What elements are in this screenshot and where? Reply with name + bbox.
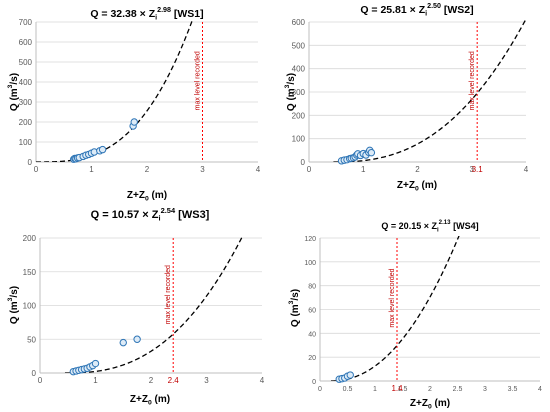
y-tick-label: 200 [19,118,33,127]
data-point [119,338,127,347]
max-level-label: max level recorded [469,51,476,110]
x-axis-label: Z+Z0 (m) [130,394,170,407]
x-tick-label: 4 [260,376,265,385]
fitted-curve [330,236,460,381]
x-tick-label: 2 [145,165,150,174]
data-point [130,118,138,126]
y-tick-label: 50 [27,335,36,344]
data-point [367,148,376,157]
x-tick-label: 4 [256,165,261,174]
chart-title: Q = 10.57 × Zi2.54 [WS3] [91,206,210,223]
y-tick-label: 400 [292,65,306,74]
data-point [98,145,107,154]
data-point [133,335,141,343]
x-tick-label: 0 [34,165,39,174]
y-tick-label: 0 [301,158,306,167]
max-level-value-label: 2.4 [168,376,180,385]
y-tick-label: 100 [292,135,306,144]
x-tick-label: 1.5 [398,386,408,393]
y-tick-label: 40 [308,331,316,338]
y-tick-label: 60 [308,308,316,315]
x-tick-label: 2 [428,386,432,393]
x-tick-label: 4 [538,386,542,393]
y-axis-label: Q (m3/s) [288,289,301,327]
data-point [346,371,354,379]
y-tick-label: 100 [304,260,316,267]
fitted-curve [36,20,194,162]
y-tick-label: 0 [28,158,33,167]
y-tick-label: 500 [292,41,306,50]
chart-title: Q = 32.38 × Zi2.98 [WS1] [90,6,203,22]
y-tick-label: 100 [19,138,33,147]
x-tick-label: 3 [200,165,205,174]
y-axis-label: Q (m3/s) [284,73,297,111]
y-tick-label: 500 [19,58,33,67]
chart-panel-ws3: 0 1 2 3 4 0 50 100 150 200 Q = 10.57 × Zi2.54 [WS3… [7,206,265,407]
x-axis-label: Z+Z0 (m) [127,190,167,203]
max-level-label: max level recorded [165,265,172,324]
x-tick-label: 0 [318,386,322,393]
x-tick-label: 2.5 [453,386,463,393]
max-level-value-label: 3.1 [472,165,484,174]
x-tick-label: 4 [524,165,529,174]
x-tick-label: 0 [307,165,312,174]
y-tick-label: 300 [19,98,33,107]
x-tick-label: 3 [483,386,487,393]
y-tick-label: 700 [19,18,33,27]
y-tick-label: 200 [292,111,306,120]
y-tick-label: 150 [23,268,37,277]
x-tick-label: 2 [415,165,420,174]
max-level-label: max level recorded [389,268,396,327]
chart-title: Q = 25.81 × Zi2.50 [WS2] [360,2,473,18]
chart-panel-ws2: 0 1 2 3 4 0 100 200 300 400 500 600 Q = 25.81 × Zi2.… [284,2,529,193]
x-axis-label: Z+Z0 (m) [410,398,450,411]
data-point [91,359,100,368]
y-tick-label: 600 [292,18,306,27]
x-tick-label: 0 [38,376,43,385]
chart-panel-ws1: 0 1 2 3 4 0 100 200 300 400 500 600 700 Q = 32.38 × Z… [7,6,261,203]
x-axis-label: Z+Z0 (m) [397,180,437,193]
fitted-curve [64,236,244,373]
y-tick-label: 400 [19,78,33,87]
y-tick-label: 600 [19,38,33,47]
y-tick-label: 20 [308,355,316,362]
y-tick-label: 0 [312,379,316,386]
x-tick-label: 1 [93,376,98,385]
y-axis-label: Q (m3/s) [7,286,20,324]
y-tick-label: 0 [32,369,37,378]
y-tick-label: 80 [308,284,316,291]
x-tick-label: 0.5 [343,386,353,393]
fitted-curve [333,20,526,162]
x-tick-label: 1 [89,165,94,174]
y-tick-label: 120 [304,236,316,243]
y-tick-label: 300 [292,88,306,97]
x-tick-label: 1 [361,165,366,174]
max-level-label: max level recorded [195,51,202,110]
y-tick-label: 100 [23,302,37,311]
y-axis-label: Q (m3/s) [7,73,20,111]
y-tick-label: 200 [23,234,37,243]
max-level-value-label: 1.4 [391,384,403,393]
x-tick-label: 3.5 [508,386,518,393]
x-tick-label: 3 [204,376,209,385]
x-tick-label: 1 [373,386,377,393]
x-tick-label: 3 [470,165,475,174]
chart-title: Q = 20.15 × Zi2.13 [WS4] [381,219,478,234]
x-tick-label: 2 [149,376,154,385]
